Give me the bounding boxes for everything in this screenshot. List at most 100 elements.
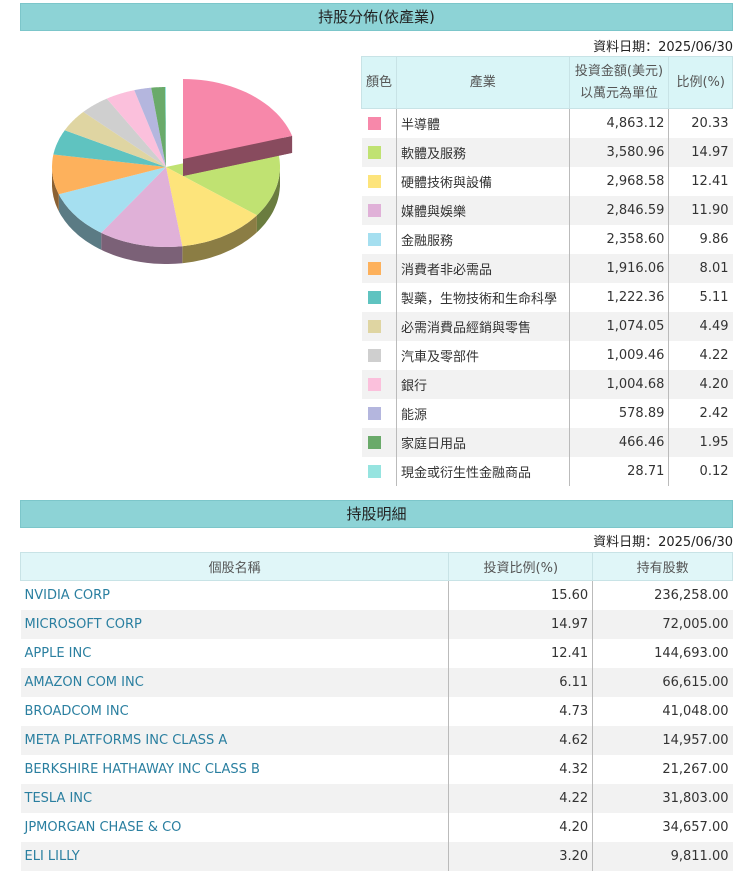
industry-ratio: 9.86 <box>668 224 733 254</box>
industry-amount: 1,074.05 <box>568 311 669 341</box>
stock-name-link[interactable]: BERKSHIRE HATHAWAY INC CLASS B <box>24 761 260 777</box>
industry-amount: 28.71 <box>568 456 669 486</box>
color-swatch <box>367 377 381 391</box>
color-cell <box>362 283 397 312</box>
color-swatch <box>367 232 381 246</box>
color-cell <box>361 427 397 457</box>
industry-amount: 1,916.06 <box>568 253 669 283</box>
industry-row: 製藥，生物技術和生命科學 1,222.36 5.11 <box>362 282 733 312</box>
color-swatch <box>367 261 381 275</box>
holdings-table: 個股名稱 投資比例(%) 持有股數 NVIDIA CORP 15.60 236,… <box>19 552 733 871</box>
stock-name-link[interactable]: AMAZON COM INC <box>20 667 449 697</box>
industry-ratio: 0.12 <box>668 456 733 486</box>
color-cell <box>362 399 397 428</box>
col-amount-line1: 投資金額(美元) <box>574 63 664 79</box>
industry-ratio: 14.97 <box>668 137 733 167</box>
invest-ratio: 4.32 <box>448 754 593 784</box>
shares-held: 41,048.00 <box>592 696 733 726</box>
industry-name: 家庭日用品 <box>396 427 570 457</box>
industry-row: 媒體與娛樂 2,846.59 11.90 <box>361 195 733 225</box>
pie-slice-side <box>101 232 183 264</box>
shares-held: 72,005.00 <box>592 609 733 639</box>
industry-amount: 466.46 <box>568 427 669 457</box>
stock-name-link[interactable]: META PLATFORMS INC CLASS A <box>20 725 449 755</box>
industry-name: 金融服務 <box>396 224 570 254</box>
industry-amount: 3,580.96 <box>568 137 669 167</box>
color-swatch <box>367 464 381 478</box>
pie-slice <box>166 167 257 247</box>
pie-slice-side <box>52 167 59 212</box>
industry-row: 能源 578.89 2.42 <box>362 398 733 428</box>
pie-slice <box>134 87 166 167</box>
industry-name: 硬體技術與設備 <box>396 166 570 196</box>
color-cell <box>362 167 397 196</box>
industry-name: 銀行 <box>396 369 570 399</box>
color-swatch <box>367 174 381 188</box>
pie-slice <box>58 167 166 233</box>
stock-name-link[interactable]: TESLA INC <box>20 783 449 813</box>
industry-row: 軟體及服務 3,580.96 14.97 <box>361 137 733 167</box>
holding-row: META PLATFORMS INC CLASS A 4.62 14,957.0… <box>20 725 733 755</box>
color-cell <box>361 369 397 399</box>
stock-name-link[interactable]: MICROSOFT CORP <box>20 609 449 639</box>
industry-name: 軟體及服務 <box>396 137 570 167</box>
shares-held: 31,803.00 <box>592 783 733 813</box>
color-cell <box>361 137 397 167</box>
stock-name-link[interactable]: APPLE INC <box>24 645 92 661</box>
industry-ratio: 5.11 <box>668 282 733 312</box>
industry-row: 消費者非必需品 1,916.06 8.01 <box>361 253 733 283</box>
industry-name: 汽車及零部件 <box>396 340 570 370</box>
holding-row: APPLE INC 12.41 144,693.00 <box>21 638 733 668</box>
col-invest-ratio: 投資比例(%) <box>448 552 594 581</box>
stock-name-link[interactable]: ELI LILLY <box>20 841 449 871</box>
pie-slice <box>83 98 166 167</box>
color-swatch <box>367 203 381 217</box>
color-swatch <box>367 145 381 159</box>
industry-row: 銀行 1,004.68 4.20 <box>361 369 733 399</box>
industry-ratio: 11.90 <box>668 195 733 225</box>
pie-slice-side <box>183 135 293 176</box>
color-cell <box>361 253 397 283</box>
stock-name-link[interactable]: NVIDIA CORP <box>24 587 111 603</box>
col-amount-line2: 以萬元為單位 <box>579 85 658 101</box>
industry-row: 必需消費品經銷與零售 1,074.05 4.49 <box>361 311 733 341</box>
shares-held: 34,657.00 <box>592 812 733 842</box>
color-cell <box>361 195 397 225</box>
col-stock-name: 個股名稱 <box>19 552 450 581</box>
shares-held: 236,258.00 <box>592 580 733 610</box>
invest-ratio: 14.97 <box>448 609 593 639</box>
stock-name-link[interactable]: JPMORGAN CHASE & CO <box>24 819 182 835</box>
invest-ratio: 4.62 <box>448 725 593 755</box>
col-color: 顏色 <box>360 56 398 109</box>
industry-name: 能源 <box>396 398 570 428</box>
industry-row: 半導體 4,863.12 20.33 <box>362 108 733 138</box>
pie-slice <box>101 167 183 247</box>
industry-amount: 1,222.36 <box>568 282 669 312</box>
industry-row: 硬體技術與設備 2,968.58 12.41 <box>362 166 733 196</box>
stock-name-link[interactable]: BROADCOM INC <box>24 703 129 719</box>
industry-ratio: 2.42 <box>668 398 733 428</box>
color-swatch <box>367 290 381 304</box>
invest-ratio: 4.22 <box>448 783 593 813</box>
industry-data-date: 資料日期：2025/06/30 <box>593 40 733 55</box>
col-amount: 投資金額(美元) 以萬元為單位 <box>568 56 670 109</box>
industry-amount: 1,004.68 <box>568 369 669 399</box>
shares-held: 144,693.00 <box>592 638 733 668</box>
color-swatch <box>367 348 381 362</box>
industry-name: 消費者非必需品 <box>396 253 570 283</box>
col-industry: 產業 <box>396 56 570 109</box>
invest-ratio: 4.20 <box>448 812 593 842</box>
industry-amount: 578.89 <box>568 398 669 428</box>
pie-slice <box>64 111 166 167</box>
industry-ratio: 8.01 <box>668 253 733 283</box>
industry-name: 製藥，生物技術和生命科學 <box>396 282 570 312</box>
shares-held: 9,811.00 <box>592 841 733 871</box>
industry-amount: 2,968.58 <box>568 166 669 196</box>
invest-ratio: 6.11 <box>448 667 593 697</box>
industry-row: 現金或衍生性金融商品 28.71 0.12 <box>362 456 733 486</box>
industry-row: 汽車及零部件 1,009.46 4.22 <box>362 340 733 370</box>
shares-held: 21,267.00 <box>592 754 733 784</box>
invest-ratio: 15.60 <box>448 580 593 610</box>
industry-ratio: 4.20 <box>668 369 733 399</box>
invest-ratio: 12.41 <box>448 638 593 668</box>
